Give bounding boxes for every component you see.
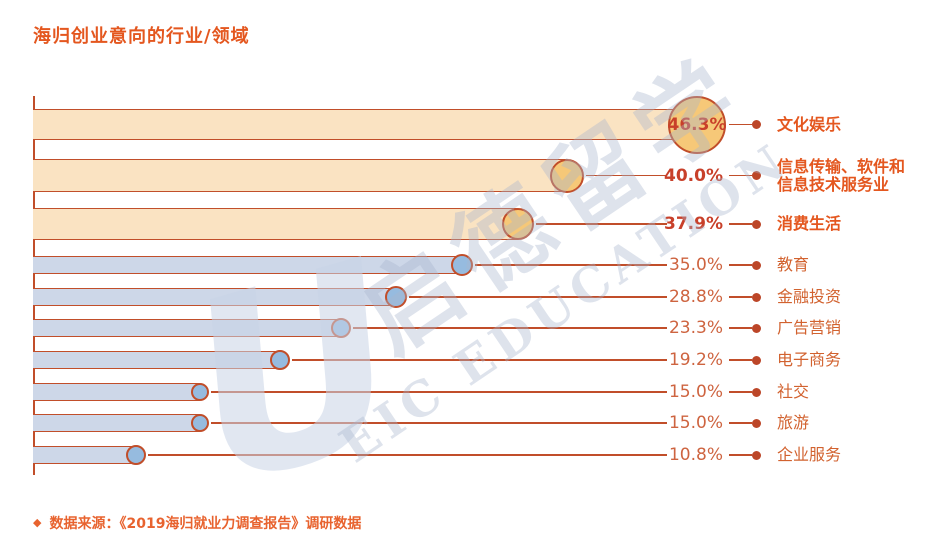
- bar: [33, 159, 567, 192]
- bar-bubble: [331, 318, 351, 338]
- bar-bubble: 46.3%: [668, 95, 727, 154]
- leader-line: [729, 123, 752, 125]
- category-label: 金融投资: [777, 287, 842, 306]
- category-label: 旅游: [777, 413, 810, 432]
- percent-value: 23.3%: [668, 318, 723, 338]
- leader-line: [729, 359, 752, 361]
- source-text: 数据来源：《2019海归就业力调查报告》调研数据: [49, 516, 362, 532]
- bar-bubble: [126, 445, 146, 465]
- category-label: 教育: [777, 255, 810, 274]
- bar: [33, 446, 136, 464]
- leader-line: [729, 264, 752, 266]
- page-title: 海归创业意向的行业/领域: [33, 26, 250, 47]
- connector-line: [475, 264, 667, 266]
- leader-line: [729, 223, 752, 225]
- leader-dot: [752, 323, 761, 333]
- bar-bubble: [270, 350, 290, 370]
- leader-dot: [752, 387, 761, 397]
- bar-bubble: [191, 383, 209, 401]
- leader-dot: [752, 355, 761, 365]
- percent-value: 35.0%: [668, 255, 723, 275]
- bar-bubble: [451, 254, 473, 276]
- category-label: 文化娱乐: [777, 114, 842, 134]
- leader-line: [729, 422, 752, 424]
- category-label: 企业服务: [777, 445, 842, 464]
- bar: [33, 414, 200, 432]
- leader-dot: [752, 292, 761, 302]
- leader-dot: [752, 418, 761, 428]
- bar: [33, 288, 396, 306]
- bar: [33, 256, 462, 274]
- connector-line: [211, 422, 667, 424]
- category-label: 信息传输、软件和 信息技术服务业: [777, 156, 906, 194]
- leader-dot: [752, 219, 761, 229]
- bar: [33, 109, 697, 140]
- connector-line: [148, 454, 667, 456]
- percent-value: 37.9%: [664, 214, 723, 234]
- percent-value: 28.8%: [668, 287, 723, 307]
- bar: [33, 319, 341, 337]
- bar: [33, 383, 200, 401]
- bar-bubble: [385, 286, 407, 308]
- connector-line: [292, 359, 667, 361]
- percent-value: 15.0%: [668, 382, 723, 402]
- bar-bubble: [502, 208, 534, 240]
- connector-line: [353, 327, 667, 329]
- percent-value: 40.0%: [664, 165, 723, 186]
- bar-bubble: [191, 414, 209, 432]
- percent-value: 10.8%: [668, 445, 723, 465]
- connector-line: [211, 391, 667, 393]
- leader-line: [729, 296, 752, 298]
- axis-line: [33, 96, 35, 475]
- diamond-icon: ◆: [33, 516, 42, 529]
- bar-bubble: [550, 158, 584, 193]
- leader-line: [729, 454, 752, 456]
- bar: [33, 208, 518, 240]
- category-label: 社交: [777, 382, 810, 401]
- percent-value: 15.0%: [668, 413, 723, 433]
- category-label: 广告营销: [777, 318, 842, 337]
- source-note: ◆ 数据来源：《2019海归就业力调查报告》调研数据: [33, 513, 361, 533]
- percent-value: 19.2%: [668, 350, 723, 370]
- connector-line: [586, 174, 667, 176]
- leader-dot: [752, 450, 761, 460]
- leader-line: [729, 174, 752, 176]
- leader-dot: [752, 171, 761, 180]
- connector-line: [536, 223, 667, 225]
- category-label: 消费生活: [777, 214, 842, 233]
- leader-line: [729, 327, 752, 329]
- category-label: 电子商务: [777, 350, 842, 369]
- leader-line: [729, 391, 752, 393]
- leader-dot: [752, 260, 761, 270]
- leader-dot: [752, 120, 761, 129]
- connector-line: [409, 296, 667, 298]
- bar: [33, 351, 280, 369]
